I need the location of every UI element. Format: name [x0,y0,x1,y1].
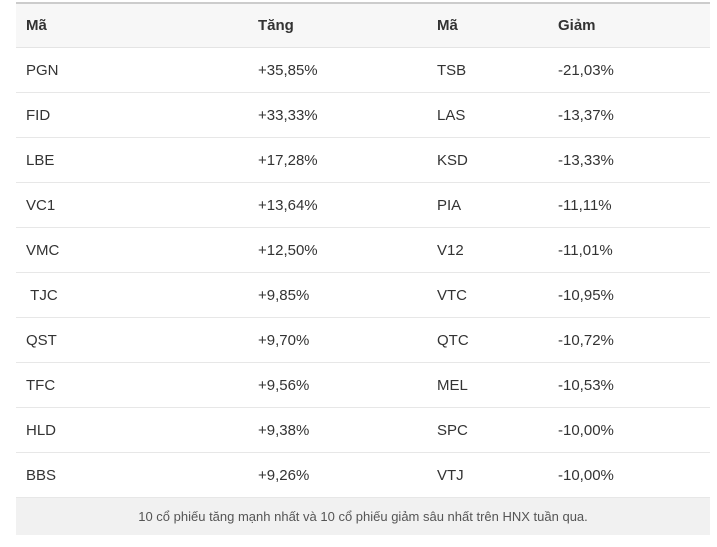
gainer-change-cell: +9,38% [248,407,427,453]
loser-change-cell: -13,33% [548,137,710,183]
gainer-change-cell: +35,85% [248,47,427,93]
loser-change-cell: -10,53% [548,362,710,408]
loser-change-cell: -10,72% [548,317,710,363]
gainer-code-cell: BBS [16,452,248,498]
loser-change-cell: -10,95% [548,272,710,318]
gainer-code-cell: TFC [16,362,248,408]
gainer-change-cell: +17,28% [248,137,427,183]
loser-code-cell: TSB [427,47,548,93]
table-row: QST +9,70% QTC -10,72% [16,317,710,363]
table-row: TFC +9,56% MEL -10,53% [16,362,710,408]
loser-code-cell: PIA [427,182,548,228]
header-row: Mã Tăng Mã Giảm [16,3,710,48]
loser-code-cell: VTC [427,272,548,318]
loser-change-cell: -10,00% [548,452,710,498]
hnx-gainers-losers-figure: Mã Tăng Mã Giảm PGN +35,85% TSB -21,03% FID +… [16,2,710,535]
loser-change-cell: -21,03% [548,47,710,93]
loser-code-cell: KSD [427,137,548,183]
table-row: VC1 +13,64% PIA -11,11% [16,182,710,228]
header-loss: Giảm [548,3,710,48]
loser-change-cell: -10,00% [548,407,710,453]
header-gain: Tăng [248,3,427,48]
loser-code-cell: LAS [427,92,548,138]
header-gainer-code: Mã [16,3,248,48]
loser-change-cell: -11,01% [548,227,710,273]
gainer-code-cell: TJC [16,272,248,318]
loser-code-cell: QTC [427,317,548,363]
table-row: PGN +35,85% TSB -21,03% [16,47,710,93]
loser-code-cell: V12 [427,227,548,273]
gainer-code-cell: FID [16,92,248,138]
gainer-change-cell: +9,70% [248,317,427,363]
table-row: HLD +9,38% SPC -10,00% [16,407,710,453]
hnx-gainers-losers-table: Mã Tăng Mã Giảm PGN +35,85% TSB -21,03% FID +… [16,2,710,498]
gainer-code-cell: VMC [16,227,248,273]
table-row: LBE +17,28% KSD -13,33% [16,137,710,183]
table-row: BBS +9,26% VTJ -10,00% [16,452,710,498]
loser-change-cell: -13,37% [548,92,710,138]
loser-code-cell: SPC [427,407,548,453]
loser-code-cell: VTJ [427,452,548,498]
table-header: Mã Tăng Mã Giảm [16,3,710,48]
table-row: TJC +9,85% VTC -10,95% [16,272,710,318]
gainer-code-cell: HLD [16,407,248,453]
gainer-change-cell: +9,56% [248,362,427,408]
loser-code-cell: MEL [427,362,548,408]
gainer-change-cell: +33,33% [248,92,427,138]
header-loser-code: Mã [427,3,548,48]
table-row: FID +33,33% LAS -13,37% [16,92,710,138]
gainer-change-cell: +9,85% [248,272,427,318]
gainer-code-cell: VC1 [16,182,248,228]
gainer-change-cell: +9,26% [248,452,427,498]
gainer-change-cell: +12,50% [248,227,427,273]
gainer-change-cell: +13,64% [248,182,427,228]
gainer-code-cell: PGN [16,47,248,93]
gainer-code-cell: LBE [16,137,248,183]
table-row: VMC +12,50% V12 -11,01% [16,227,710,273]
table-body: PGN +35,85% TSB -21,03% FID +33,33% LAS -13,37%… [16,47,710,498]
gainer-code-cell: QST [16,317,248,363]
table-caption: 10 cổ phiếu tăng mạnh nhất và 10 cổ phiế… [16,498,710,535]
loser-change-cell: -11,11% [548,182,710,228]
